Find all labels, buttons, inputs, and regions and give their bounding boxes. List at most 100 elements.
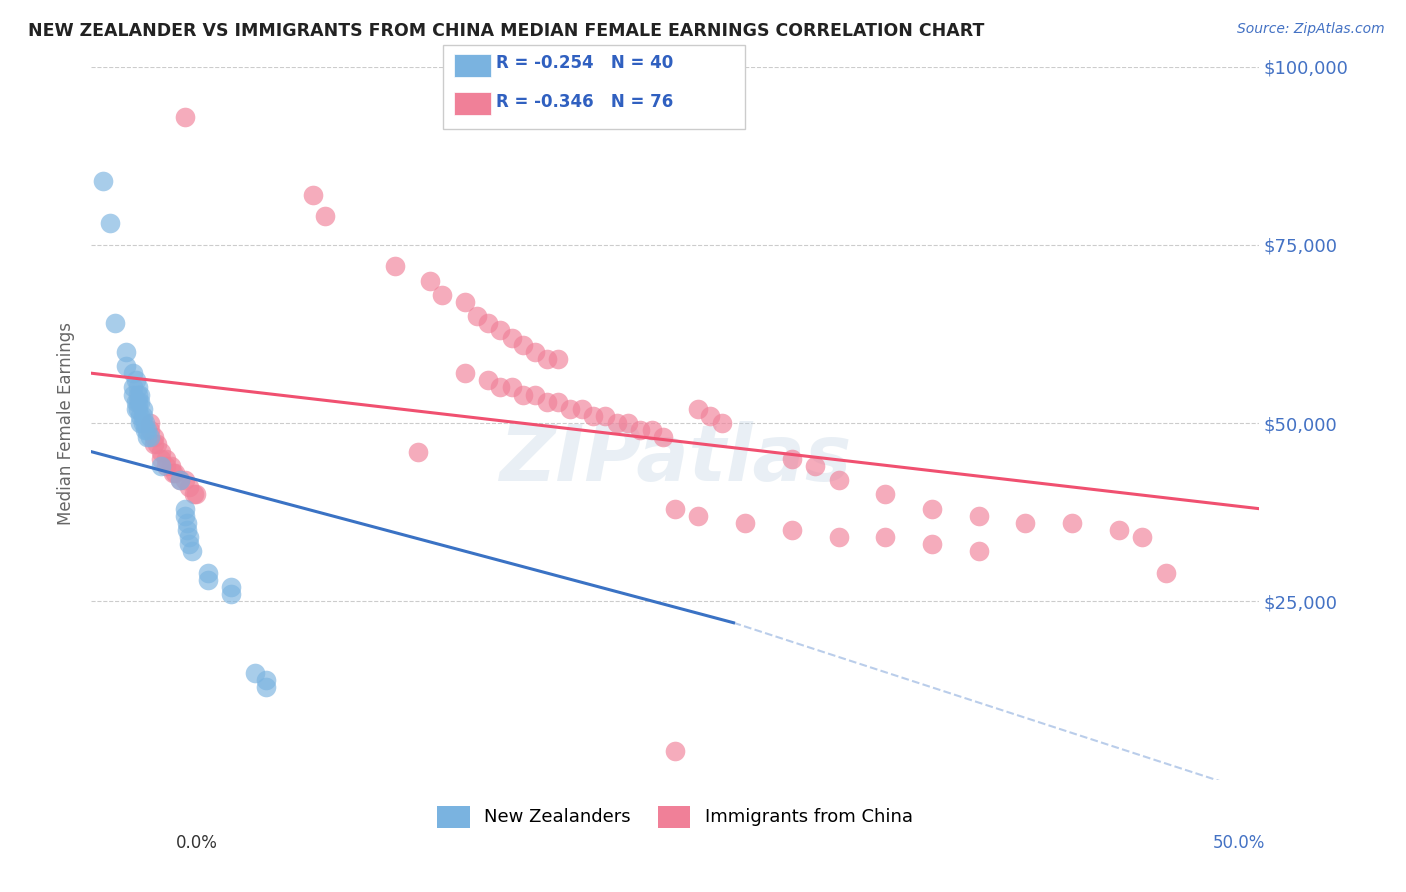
- Point: [1108, 523, 1130, 537]
- Text: Source: ZipAtlas.com: Source: ZipAtlas.com: [1237, 22, 1385, 37]
- Point: [122, 366, 145, 380]
- Point: [302, 188, 325, 202]
- Point: [593, 409, 616, 423]
- Point: [145, 437, 167, 451]
- Point: [628, 423, 651, 437]
- Point: [512, 337, 534, 351]
- Point: [162, 466, 184, 480]
- Point: [129, 416, 152, 430]
- Point: [143, 430, 166, 444]
- Text: R = -0.254   N = 40: R = -0.254 N = 40: [496, 54, 673, 72]
- Point: [127, 394, 149, 409]
- Text: 0.0%: 0.0%: [176, 834, 218, 852]
- Point: [454, 366, 477, 380]
- Point: [1154, 566, 1177, 580]
- Point: [221, 580, 243, 594]
- Point: [136, 423, 159, 437]
- Point: [804, 458, 827, 473]
- Point: [314, 210, 336, 224]
- Point: [180, 544, 202, 558]
- Point: [122, 380, 145, 394]
- Point: [103, 316, 125, 330]
- Point: [710, 416, 733, 430]
- Point: [477, 373, 499, 387]
- Y-axis label: Median Female Earnings: Median Female Earnings: [58, 322, 75, 524]
- Point: [921, 537, 943, 551]
- Point: [967, 508, 990, 523]
- Point: [129, 387, 152, 401]
- Point: [1130, 530, 1153, 544]
- Point: [122, 387, 145, 401]
- Point: [582, 409, 605, 423]
- Point: [186, 487, 208, 501]
- Point: [967, 544, 990, 558]
- Point: [143, 437, 166, 451]
- Point: [652, 430, 675, 444]
- Point: [243, 665, 266, 680]
- Point: [523, 344, 546, 359]
- Text: R = -0.346   N = 76: R = -0.346 N = 76: [496, 93, 673, 111]
- Point: [664, 501, 686, 516]
- Point: [98, 217, 121, 231]
- Point: [176, 523, 198, 537]
- Point: [875, 487, 897, 501]
- Point: [921, 501, 943, 516]
- Point: [501, 330, 523, 344]
- Point: [221, 587, 243, 601]
- Point: [197, 573, 219, 587]
- Point: [489, 323, 512, 337]
- Point: [127, 387, 149, 401]
- Point: [138, 416, 160, 430]
- Point: [536, 351, 558, 366]
- Point: [136, 430, 159, 444]
- Point: [115, 344, 138, 359]
- Point: [134, 423, 156, 437]
- Point: [173, 508, 195, 523]
- Point: [159, 458, 181, 473]
- Point: [558, 401, 581, 416]
- Point: [688, 508, 710, 523]
- Point: [547, 351, 569, 366]
- Point: [419, 273, 441, 287]
- Point: [536, 394, 558, 409]
- Point: [827, 473, 849, 487]
- Point: [489, 380, 512, 394]
- Point: [183, 487, 205, 501]
- Point: [606, 416, 628, 430]
- Point: [254, 673, 277, 687]
- Point: [875, 530, 897, 544]
- Point: [780, 451, 803, 466]
- Point: [406, 444, 429, 458]
- Point: [430, 287, 453, 301]
- Point: [115, 359, 138, 373]
- Legend: New Zealanders, Immigrants from China: New Zealanders, Immigrants from China: [430, 798, 920, 835]
- Point: [127, 401, 149, 416]
- Point: [173, 501, 195, 516]
- Point: [127, 380, 149, 394]
- Point: [664, 744, 686, 758]
- Point: [477, 316, 499, 330]
- Point: [124, 401, 146, 416]
- Point: [1014, 516, 1036, 530]
- Point: [254, 680, 277, 694]
- Point: [699, 409, 721, 423]
- Point: [547, 394, 569, 409]
- Point: [571, 401, 593, 416]
- Point: [138, 430, 160, 444]
- Point: [780, 523, 803, 537]
- Point: [641, 423, 664, 437]
- Point: [384, 259, 406, 273]
- Point: [1062, 516, 1084, 530]
- Point: [124, 373, 146, 387]
- Point: [124, 394, 146, 409]
- Point: [512, 387, 534, 401]
- Point: [179, 480, 201, 494]
- Point: [179, 530, 201, 544]
- Point: [131, 409, 153, 423]
- Point: [155, 458, 177, 473]
- Point: [734, 516, 756, 530]
- Point: [827, 530, 849, 544]
- Point: [523, 387, 546, 401]
- Point: [501, 380, 523, 394]
- Point: [131, 401, 153, 416]
